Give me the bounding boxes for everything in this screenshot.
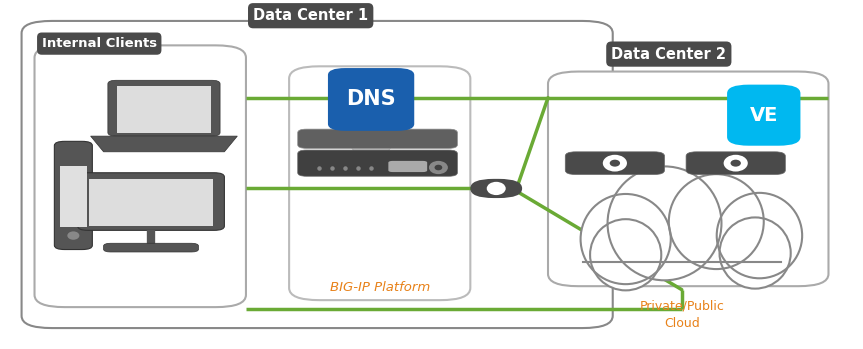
FancyBboxPatch shape [60, 166, 87, 227]
Ellipse shape [581, 194, 671, 284]
Ellipse shape [487, 182, 506, 195]
Text: Data Center 1: Data Center 1 [253, 8, 369, 23]
FancyBboxPatch shape [565, 152, 665, 174]
FancyBboxPatch shape [298, 150, 457, 176]
Text: BIG-IP Platform: BIG-IP Platform [330, 281, 430, 295]
FancyBboxPatch shape [298, 129, 457, 148]
Text: Data Center 2: Data Center 2 [611, 47, 727, 61]
FancyBboxPatch shape [78, 173, 224, 230]
Text: Private/Public
Cloud: Private/Public Cloud [639, 300, 724, 330]
Ellipse shape [609, 160, 620, 167]
Ellipse shape [608, 166, 721, 280]
FancyBboxPatch shape [54, 141, 92, 250]
Ellipse shape [723, 155, 747, 172]
FancyBboxPatch shape [289, 66, 470, 300]
Polygon shape [91, 136, 237, 152]
Ellipse shape [67, 231, 79, 240]
Ellipse shape [720, 217, 791, 289]
FancyBboxPatch shape [470, 179, 522, 198]
FancyBboxPatch shape [104, 243, 198, 252]
Ellipse shape [730, 160, 740, 167]
FancyBboxPatch shape [108, 80, 220, 136]
FancyBboxPatch shape [35, 45, 246, 307]
FancyBboxPatch shape [727, 85, 801, 146]
FancyBboxPatch shape [89, 179, 213, 226]
Ellipse shape [590, 219, 661, 290]
Ellipse shape [669, 174, 764, 269]
Ellipse shape [429, 161, 448, 174]
Polygon shape [338, 131, 404, 173]
Text: Internal Clients: Internal Clients [41, 37, 157, 50]
FancyBboxPatch shape [583, 230, 781, 262]
FancyBboxPatch shape [117, 86, 211, 133]
Text: DNS: DNS [346, 89, 396, 110]
Ellipse shape [716, 193, 802, 278]
FancyBboxPatch shape [548, 72, 828, 286]
FancyBboxPatch shape [328, 68, 414, 131]
FancyBboxPatch shape [22, 21, 613, 328]
Ellipse shape [434, 165, 442, 170]
FancyBboxPatch shape [686, 152, 785, 174]
Text: VE: VE [750, 106, 778, 125]
FancyBboxPatch shape [388, 161, 427, 172]
Ellipse shape [602, 155, 627, 172]
